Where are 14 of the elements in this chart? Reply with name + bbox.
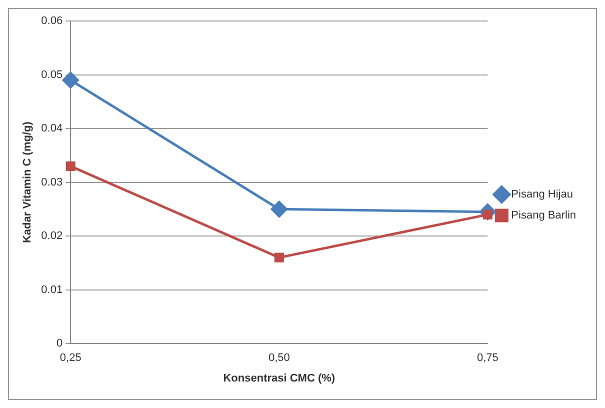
y-tick-label: 0.02 <box>41 230 63 242</box>
y-tick-label: 0.06 <box>41 15 63 28</box>
y-tick-label: 0.05 <box>41 68 63 81</box>
y-tick-label: 0 <box>56 338 63 350</box>
y-tick-label: 0.01 <box>41 284 63 296</box>
x-tick-label: 0,75 <box>476 352 498 364</box>
y-tick-label: 0.04 <box>41 122 63 135</box>
legend-label: Pisang Barlin <box>511 210 576 222</box>
x-tick-label: 0,50 <box>268 352 290 364</box>
y-axis-title: Kadar Vitamin C (mg/g) <box>22 121 34 244</box>
y-tick-label: 0.03 <box>41 176 63 188</box>
legend-label: Pisang Hijau <box>511 188 573 201</box>
x-axis-title: Konsentrasi CMC (%) <box>223 372 336 384</box>
x-tick-label: 0,25 <box>60 352 82 364</box>
